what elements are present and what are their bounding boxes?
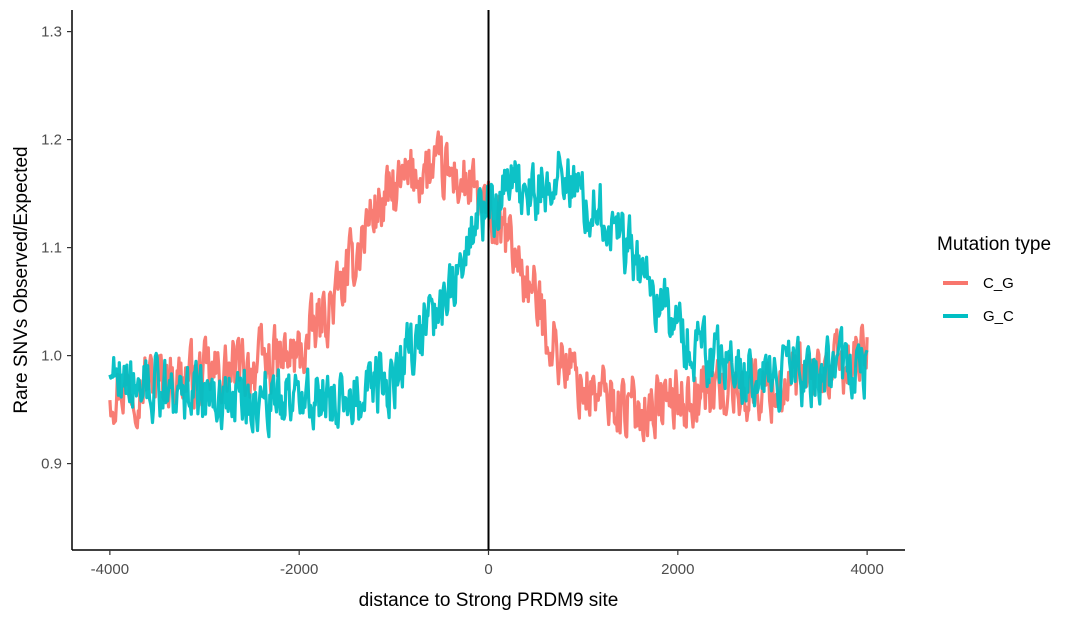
- legend-label-c-g: C_G: [983, 275, 1014, 292]
- x-tick-label: 2000: [661, 561, 694, 578]
- x-tick-label: 0: [484, 561, 492, 578]
- legend-label-g-c: G_C: [983, 308, 1014, 325]
- y-axis-title: Rare SNVs Observed/Expected: [11, 146, 32, 413]
- legend: Mutation type C_G G_C: [937, 234, 1051, 325]
- x-tick-label: 4000: [850, 561, 883, 578]
- x-axis-ticks: -4000 -2000 0 2000 4000: [91, 550, 884, 578]
- y-tick-label: 1.2: [41, 132, 62, 149]
- y-axis-ticks: 0.9 1.0 1.1 1.2 1.3: [41, 24, 72, 473]
- x-tick-label: -2000: [280, 561, 318, 578]
- x-axis-title: distance to Strong PRDM9 site: [359, 590, 619, 611]
- x-tick-label: -4000: [91, 561, 129, 578]
- y-tick-label: 1.0: [41, 348, 62, 365]
- legend-title: Mutation type: [937, 234, 1051, 255]
- y-tick-label: 1.1: [41, 240, 62, 257]
- y-tick-label: 1.3: [41, 24, 62, 41]
- y-tick-label: 0.9: [41, 456, 62, 473]
